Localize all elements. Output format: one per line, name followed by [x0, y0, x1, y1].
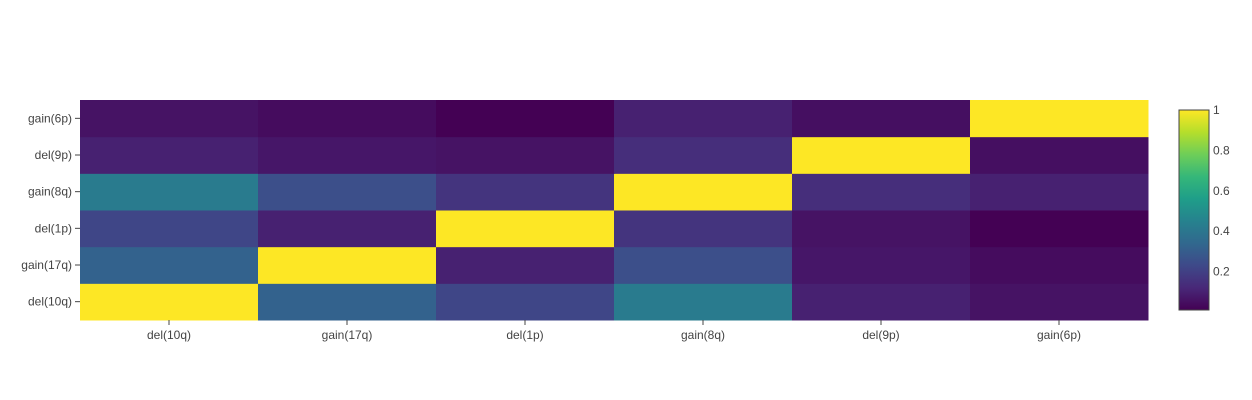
heatmap-cell — [614, 246, 793, 284]
heatmap-cell — [258, 210, 437, 248]
heatmap-cell — [792, 100, 971, 138]
heatmap-cell — [970, 210, 1149, 248]
colorbar-tick-label: 0.6 — [1213, 184, 1230, 198]
y-tick-label: del(10q) — [28, 295, 72, 309]
heatmap-cell — [970, 100, 1149, 138]
x-tick-label: gain(17q) — [322, 328, 373, 342]
heatmap-cell — [80, 210, 259, 248]
heatmap-cell — [258, 136, 437, 174]
colorbar-tick-label: 0.4 — [1213, 224, 1230, 238]
colorbar-tick-label: 1 — [1213, 103, 1220, 117]
heatmap-cell — [436, 136, 615, 174]
heatmap-cell — [970, 136, 1149, 174]
heatmap-cell — [80, 283, 259, 321]
heatmap-cell — [614, 173, 793, 211]
x-tick-label: del(10q) — [147, 328, 191, 342]
heatmap-cell — [792, 210, 971, 248]
y-tick-label: gain(8q) — [28, 185, 72, 199]
heatmap-cell — [792, 136, 971, 174]
heatmap-cell — [80, 136, 259, 174]
heatmap-cell — [436, 283, 615, 321]
heatmap-cell — [614, 283, 793, 321]
colorbar: 0.2 0.4 0.6 0.8 1 — [1178, 103, 1230, 311]
heatmap-cell — [436, 100, 615, 138]
colorbar-tick-label: 0.2 — [1213, 265, 1230, 279]
heatmap-cell — [80, 246, 259, 284]
heatmap-cell — [970, 283, 1149, 321]
colorbar-tick-label: 0.8 — [1213, 143, 1230, 157]
x-tick-label: del(1p) — [506, 328, 543, 342]
x-axis: del(10q) gain(17q) del(1p) gain(8q) del(9p) g… — [147, 320, 1081, 342]
y-tick-label: del(9p) — [35, 148, 72, 162]
heatmap-cell — [970, 246, 1149, 284]
heatmap-cell — [80, 173, 259, 211]
heatmap-cell — [258, 246, 437, 284]
heatmap-cell — [792, 246, 971, 284]
heatmap-cells — [80, 100, 1149, 321]
heatmap-cell — [970, 173, 1149, 211]
heatmap-cell — [258, 173, 437, 211]
heatmap-cell — [792, 283, 971, 321]
heatmap-cell — [614, 100, 793, 138]
heatmap-cell — [436, 210, 615, 248]
heatmap-cell — [614, 210, 793, 248]
y-tick-label: gain(6p) — [28, 111, 72, 125]
colorbar-gradient — [1178, 109, 1210, 311]
heatmap-cell — [436, 246, 615, 284]
y-axis: del(10q) gain(17q) del(1p) gain(8q) del(9p) g… — [21, 111, 80, 309]
heatmap-cell — [436, 173, 615, 211]
heatmap-cell — [258, 283, 437, 321]
y-tick-label: gain(17q) — [21, 258, 72, 272]
heatmap-cell — [614, 136, 793, 174]
x-tick-label: gain(6p) — [1037, 328, 1081, 342]
heatmap-cell — [792, 173, 971, 211]
heatmap-cell — [80, 100, 259, 138]
heatmap-cell — [258, 100, 437, 138]
y-tick-label: del(1p) — [35, 221, 72, 235]
x-tick-label: gain(8q) — [681, 328, 725, 342]
x-tick-label: del(9p) — [862, 328, 899, 342]
